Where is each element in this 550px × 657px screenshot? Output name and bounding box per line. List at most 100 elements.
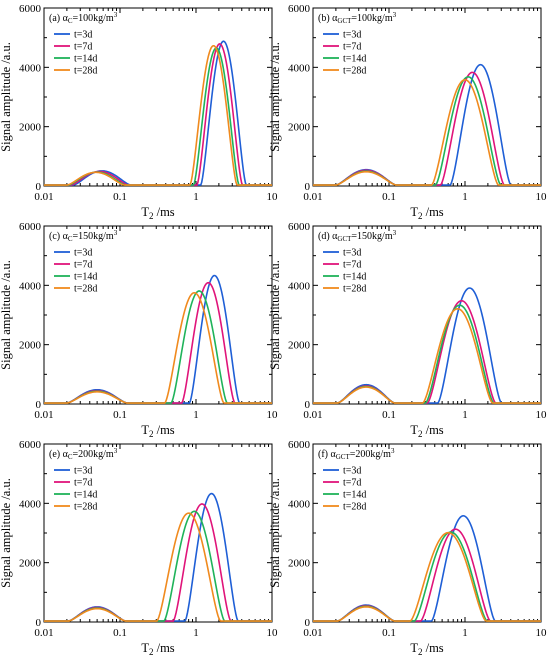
y-tick-label: 6000: [19, 3, 42, 15]
legend-label: t=7d: [74, 478, 92, 489]
x-tick-label: 0.01: [303, 627, 322, 639]
chart-panel-e: 0.01 0.1 1 10 0 2000 4000 6000 T2 /ms Signal ampl…: [0, 439, 278, 657]
series-line-28d: [313, 78, 541, 186]
series-line-3d: [44, 492, 272, 622]
legend-label: t=14d: [74, 490, 97, 501]
x-tick-label: 0.1: [113, 409, 127, 421]
legend-label: t=14d: [343, 54, 366, 65]
x-tick-label: 1: [193, 409, 199, 421]
curves: [44, 274, 272, 404]
legend-label: t=3d: [343, 248, 361, 259]
x-tick-label: 0.01: [34, 409, 53, 421]
y-axis-label: Signal amplitude /a.u.: [268, 478, 282, 588]
x-tick-label: 10: [267, 191, 279, 203]
series-line-28d: [313, 307, 541, 404]
x-tick-label: 1: [462, 627, 468, 639]
legend-label: t=14d: [343, 272, 366, 283]
y-axis-label: Signal amplitude /a.u.: [0, 42, 13, 152]
series-line-3d: [313, 63, 541, 186]
series-line-28d: [44, 44, 272, 186]
series-line-28d: [44, 512, 272, 622]
y-tick-label: 0: [36, 617, 42, 629]
y-tick-label: 4000: [288, 498, 311, 510]
x-tick-label: 0.1: [382, 627, 396, 639]
x-tick-label: 0.1: [113, 627, 127, 639]
y-tick-label: 2000: [19, 122, 42, 134]
y-tick-label: 4000: [19, 280, 42, 292]
x-tick-label: 0.01: [34, 191, 53, 203]
chart-panel-c: 0.01 0.1 1 10 0 2000 4000 6000 T2 /ms Signal ampl…: [0, 221, 278, 439]
legend-label: t=3d: [74, 248, 92, 259]
x-tick-label: 10: [267, 409, 279, 421]
y-tick-label: 6000: [19, 439, 42, 451]
y-tick-label: 4000: [288, 280, 311, 292]
legend-label: t=28d: [343, 66, 366, 77]
curves: [313, 514, 541, 622]
y-tick-label: 4000: [288, 62, 311, 74]
legend-label: t=28d: [343, 502, 366, 513]
x-tick-label: 1: [462, 191, 468, 203]
chart-panel-b: 0.01 0.1 1 10 0 2000 4000 6000 T2 /ms Signal ampl…: [268, 3, 547, 221]
legend-label: t=3d: [74, 466, 92, 477]
legend-label: t=14d: [74, 54, 97, 65]
legend-label: t=7d: [343, 478, 361, 489]
panel-title: (a) αC=100kg/m3: [49, 11, 118, 25]
legend-label: t=14d: [74, 272, 97, 283]
curves: [313, 287, 541, 404]
legend-label: t=28d: [343, 284, 366, 295]
x-tick-label: 1: [462, 409, 468, 421]
legend-label: t=14d: [343, 490, 366, 501]
panel-title: (b) αGCT=100kg/m3: [318, 11, 397, 25]
y-tick-label: 2000: [19, 558, 42, 570]
chart-panel-a: 0.01 0.1 1 10 0 2000 4000 6000 T2 /ms Signal ampl…: [0, 3, 278, 221]
x-tick-label: 0.1: [382, 191, 396, 203]
x-tick-label: 0.01: [303, 409, 322, 421]
y-tick-label: 4000: [19, 62, 42, 74]
legend-label: t=7d: [74, 42, 92, 53]
curves: [44, 492, 272, 622]
x-axis-label: T2 /ms: [141, 641, 174, 657]
y-tick-label: 0: [305, 399, 311, 411]
y-tick-label: 0: [305, 181, 311, 193]
legend-label: t=28d: [74, 502, 97, 513]
x-tick-label: 10: [267, 627, 279, 639]
x-axis-label: T2 /ms: [141, 423, 174, 439]
chart-panel-f: 0.01 0.1 1 10 0 2000 4000 6000 T2 /ms Signal ampl…: [268, 439, 547, 657]
x-axis-label: T2 /ms: [410, 205, 443, 221]
series-line-28d: [44, 291, 272, 404]
y-axis-label: Signal amplitude /a.u.: [268, 42, 282, 152]
legend-label: t=3d: [343, 30, 361, 41]
legend-label: t=28d: [74, 284, 97, 295]
legend-label: t=7d: [74, 260, 92, 271]
y-tick-label: 6000: [288, 439, 311, 451]
y-tick-label: 0: [36, 399, 42, 411]
x-tick-label: 0.1: [382, 409, 396, 421]
x-tick-label: 1: [193, 191, 199, 203]
x-tick-label: 10: [536, 409, 548, 421]
panel-title: (d) αGCT=150kg/m3: [318, 229, 397, 243]
x-axis-label: T2 /ms: [410, 641, 443, 657]
legend-label: t=3d: [74, 30, 92, 41]
y-tick-label: 0: [305, 617, 311, 629]
legend-label: t=7d: [343, 42, 361, 53]
series-line-14d: [44, 510, 272, 622]
y-tick-label: 0: [36, 181, 42, 193]
y-tick-label: 2000: [288, 558, 311, 570]
series-line-7d: [44, 503, 272, 622]
series-line-3d: [44, 274, 272, 404]
series-line-28d: [313, 531, 541, 622]
y-tick-label: 6000: [288, 3, 311, 15]
y-axis-label: Signal amplitude /a.u.: [0, 478, 13, 588]
curves: [44, 40, 272, 186]
panel-title: (c) αC=150kg/m3: [49, 229, 118, 243]
x-tick-label: 1: [193, 627, 199, 639]
series-line-7d: [313, 299, 541, 404]
legend-label: t=7d: [343, 260, 361, 271]
series-line-14d: [313, 304, 541, 404]
x-tick-label: 0.01: [303, 191, 322, 203]
y-tick-label: 2000: [288, 122, 311, 134]
y-tick-label: 6000: [288, 221, 311, 233]
series-line-7d: [313, 528, 541, 622]
series-line-3d: [313, 287, 541, 404]
